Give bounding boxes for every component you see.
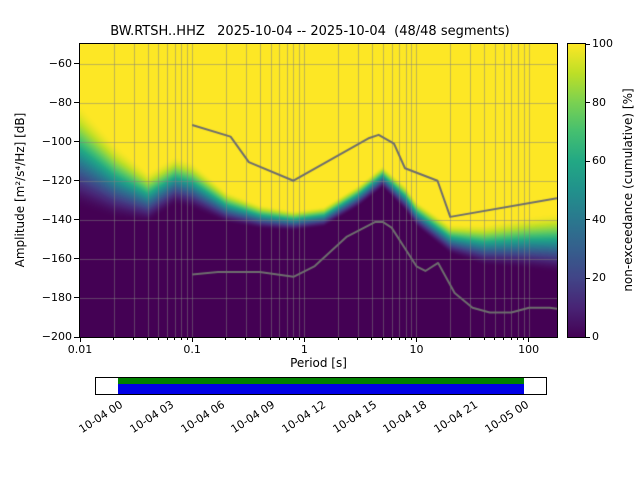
colorbar-tick-label: 60	[592, 154, 606, 168]
x-minor-tick-mark	[483, 338, 485, 340]
plot-area	[79, 43, 558, 338]
colorbar-tick-mark	[586, 43, 590, 45]
colorbar-tick-mark	[586, 160, 590, 162]
x-axis-label: Period [s]	[290, 356, 347, 370]
x-minor-tick-mark	[398, 338, 400, 340]
x-minor-tick-mark	[371, 338, 373, 340]
x-tick-label: 0.01	[67, 343, 93, 356]
timeline-data-available-bar	[118, 384, 524, 394]
x-minor-tick-mark	[494, 338, 496, 340]
y-tick-mark	[74, 297, 79, 299]
x-tick-mark	[79, 338, 81, 342]
x-minor-tick-mark	[523, 338, 524, 340]
x-minor-tick-mark	[382, 338, 384, 340]
colorbar-tick-mark	[586, 336, 590, 338]
x-tick-label: 100	[518, 343, 540, 356]
x-minor-tick-mark	[174, 338, 176, 340]
x-minor-tick-mark	[469, 338, 471, 340]
colorbar-tick-mark	[586, 277, 590, 279]
y-tick-mark	[74, 180, 79, 182]
x-minor-tick-mark	[510, 338, 512, 340]
y-tick-mark	[74, 63, 79, 65]
y-tick-label: −60	[48, 56, 72, 70]
colorbar-tick-label: 20	[592, 271, 606, 285]
x-minor-tick-mark	[357, 338, 359, 340]
y-tick-label: −140	[41, 212, 72, 226]
x-minor-tick-mark	[270, 338, 272, 340]
x-minor-tick-mark	[133, 338, 134, 340]
timeline-segments-used-bar	[118, 378, 524, 385]
x-minor-tick-mark	[259, 338, 261, 340]
y-tick-label: −80	[48, 95, 72, 109]
y-tick-mark	[74, 102, 79, 104]
x-minor-tick-mark	[298, 338, 300, 340]
timeline-coverage-bar	[95, 377, 547, 395]
colorbar-tick-label: 100	[592, 37, 613, 50]
y-tick-mark	[74, 336, 79, 338]
y-tick-label: −200	[41, 330, 72, 343]
x-tick-mark	[191, 338, 193, 342]
colorbar-tick-mark	[586, 219, 590, 221]
x-minor-tick-mark	[157, 338, 159, 340]
x-tick-label: 10	[409, 343, 424, 356]
colorbar-tick-label: 0	[592, 330, 599, 343]
x-minor-tick-mark	[391, 338, 393, 340]
y-tick-label: −120	[41, 173, 72, 187]
x-minor-tick-mark	[225, 338, 227, 340]
x-minor-tick-mark	[186, 338, 188, 340]
x-minor-tick-mark	[245, 338, 247, 340]
x-tick-label: 1	[300, 343, 308, 356]
y-tick-mark	[74, 258, 79, 260]
x-minor-tick-mark	[410, 338, 412, 340]
colorbar-tick-mark	[586, 102, 590, 104]
x-minor-tick-mark	[286, 338, 288, 340]
x-minor-tick-mark	[147, 338, 149, 340]
x-minor-tick-mark	[292, 338, 294, 340]
y-tick-label: −100	[41, 134, 72, 148]
colorbar-tick-label: 80	[592, 95, 606, 109]
colorbar	[567, 43, 586, 338]
colorbar-tick-label: 40	[592, 212, 606, 226]
y-tick-label: −180	[41, 290, 72, 304]
x-minor-tick-mark	[503, 338, 505, 340]
x-minor-tick-mark	[337, 338, 339, 340]
x-tick-mark	[303, 338, 305, 342]
x-minor-tick-mark	[166, 338, 168, 340]
y-tick-label: −160	[41, 251, 72, 265]
x-tick-label: 0.1	[183, 343, 201, 356]
x-tick-mark	[528, 338, 530, 342]
x-minor-tick-mark	[405, 338, 407, 340]
x-minor-tick-mark	[449, 338, 451, 340]
colorbar-gradient	[568, 44, 585, 337]
figure-title: BW.RTSH..HHZ 2025-10-04 -- 2025-10-04 (4…	[110, 24, 510, 39]
x-minor-tick-mark	[517, 338, 519, 340]
y-tick-mark	[74, 219, 79, 221]
x-minor-tick-mark	[180, 338, 182, 340]
y-axis-label: Amplitude [m²/s⁴/Hz] [dB]	[13, 112, 27, 268]
x-minor-tick-mark	[113, 338, 115, 340]
x-tick-mark	[415, 338, 417, 342]
timeline-coverage-fill	[118, 378, 524, 394]
y-tick-mark	[74, 141, 79, 143]
ppsd-heatmap-canvas	[80, 44, 557, 337]
x-minor-tick-mark	[278, 338, 280, 340]
colorbar-label: non-exceedance (cumulative) [%]	[621, 88, 635, 292]
